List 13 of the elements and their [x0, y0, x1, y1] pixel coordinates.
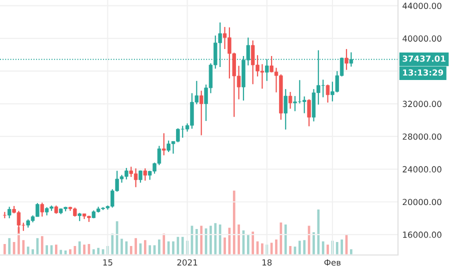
ref-line-label: 37437.01 — [402, 55, 446, 62]
text: 13:13:29 — [403, 69, 444, 76]
x-tick-label: 15 — [103, 259, 112, 266]
x-tick-label: 2021 — [177, 259, 198, 266]
y-tick-label: 16000.00 — [403, 232, 442, 238]
y-tick-label: 40000.00 — [402, 35, 442, 42]
y-tick-label: 24000.00 — [402, 166, 442, 172]
y-tick-label: 32000.00 — [402, 100, 442, 108]
x-tick-label: 18 — [262, 259, 272, 266]
y-tick-label: 28000.00 — [402, 133, 442, 140]
y-tick-label: 44000.00 — [402, 2, 442, 10]
x-tick-label: Фев — [324, 259, 341, 266]
y-tick-label: 20000.00 — [402, 198, 442, 206]
